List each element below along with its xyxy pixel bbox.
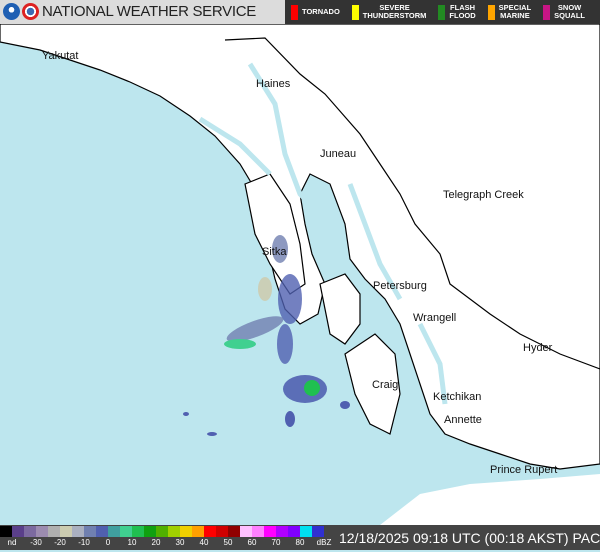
- scale-color: [216, 526, 228, 537]
- scale-color: [24, 526, 36, 537]
- warning-severe-thunderstorm: SEVERE THUNDERSTORM: [346, 0, 427, 24]
- scale-color: [48, 526, 60, 537]
- city-label: Wrangell: [413, 312, 457, 324]
- scale-color: [84, 526, 96, 537]
- scale-color: [240, 526, 252, 537]
- scale-tick-label: -20: [54, 538, 66, 547]
- scale-tick-label: 30: [175, 538, 185, 547]
- nws-brand: NATIONAL WEATHER SERVICE: [0, 0, 285, 24]
- warning-special-marine: SPECIAL MARINE: [482, 0, 532, 24]
- channels: [198, 62, 448, 405]
- city-label: Hyder: [523, 342, 553, 354]
- city-label: Prince Rupert: [490, 464, 558, 476]
- scale-color: [36, 526, 48, 537]
- scale-tick-label: 10: [127, 538, 137, 547]
- city-label: Haines: [256, 78, 291, 90]
- scale-color: [228, 526, 240, 537]
- reflectivity-legend: nd -30 -20 -10 0 10 20 30 40 50 60 70 80 dBZ 12/18/20…: [0, 525, 600, 550]
- site-title: NATIONAL WEATHER SERVICE: [42, 3, 256, 20]
- scale-tick-label: 20: [151, 538, 161, 547]
- warning-legend: TORNADO SEVERE THUNDERSTORM FLASH FLOOD SPE…: [285, 0, 600, 24]
- warning-swatch: [438, 4, 446, 20]
- scale-tick-label: dBZ: [316, 538, 332, 547]
- scale-color: [12, 526, 24, 537]
- city-label: Sitka: [262, 246, 287, 258]
- radar-echoes: [183, 235, 350, 436]
- scale-color: [72, 526, 84, 537]
- land-island: [319, 273, 361, 345]
- scale-color: [288, 526, 300, 537]
- scale-tick-label: 40: [199, 538, 209, 547]
- warning-flash-flood: FLASH FLOOD: [432, 0, 476, 24]
- header: NATIONAL WEATHER SERVICE TORNADO SEVERE T…: [0, 0, 600, 24]
- warning-label: TORNADO: [302, 7, 340, 16]
- city-label: Juneau: [320, 148, 357, 160]
- timestamp: 12/18/2025 09:18 UTC (00:18 AKST) PACG: [336, 525, 600, 550]
- city-label: Annette: [444, 414, 482, 426]
- warning-swatch: [351, 4, 359, 20]
- scale-color: [180, 526, 192, 537]
- canada-border: [224, 37, 600, 370]
- scale-tick-label: -10: [78, 538, 90, 547]
- scale-tick-label: 80: [295, 538, 305, 547]
- warning-label: SEVERE THUNDERSTORM: [362, 3, 427, 20]
- scale-color: [312, 526, 324, 537]
- scale-color: [60, 526, 72, 537]
- land-island: [244, 173, 306, 295]
- warning-swatch: [543, 4, 551, 20]
- land-island: [344, 333, 401, 435]
- scale-color: [156, 526, 168, 537]
- warning-label: SPECIAL MARINE: [498, 3, 532, 20]
- scale-color: [264, 526, 276, 537]
- city-label: Telegraph Creek: [443, 189, 524, 201]
- warning-swatch: [487, 4, 495, 20]
- scale-color: [276, 526, 288, 537]
- city-label: Yakutat: [42, 50, 79, 62]
- warning-label: FLASH FLOOD: [449, 3, 476, 20]
- color-scale: nd -30 -20 -10 0 10 20 30 40 50 60 70 80 dBZ: [0, 525, 336, 550]
- scale-color: [300, 526, 312, 537]
- scale-color: [108, 526, 120, 537]
- warning-label: SNOW SQUALL: [554, 3, 586, 20]
- scale-tick-label: 70: [271, 538, 281, 547]
- radar-map[interactable]: [0, 24, 600, 525]
- scale-color: [96, 526, 108, 537]
- warning-snow-squall: SNOW SQUALL: [537, 0, 585, 24]
- scale-color: [192, 526, 204, 537]
- scale-color: [132, 526, 144, 537]
- land-prince-rupert: [380, 474, 600, 525]
- scale-tick-label: nd: [7, 538, 17, 547]
- scale-color: [144, 526, 156, 537]
- noaa-logo-icon: [3, 3, 20, 20]
- scale-color: [120, 526, 132, 537]
- scale-color: [0, 526, 12, 537]
- scale-color: [168, 526, 180, 537]
- scale-color: [252, 526, 264, 537]
- warning-swatch: [291, 4, 298, 20]
- nws-logo-icon: [22, 3, 39, 20]
- scale-tick-label: 60: [247, 538, 257, 547]
- city-label: Petersburg: [373, 280, 427, 292]
- city-label: Craig: [372, 379, 399, 391]
- scale-tick-label: -30: [30, 538, 42, 547]
- city-label: Ketchikan: [433, 391, 482, 403]
- warning-tornado: TORNADO: [285, 0, 340, 24]
- scale-color: [204, 526, 216, 537]
- scale-tick-label: 0: [105, 538, 111, 547]
- scale-tick-label: 50: [223, 538, 233, 547]
